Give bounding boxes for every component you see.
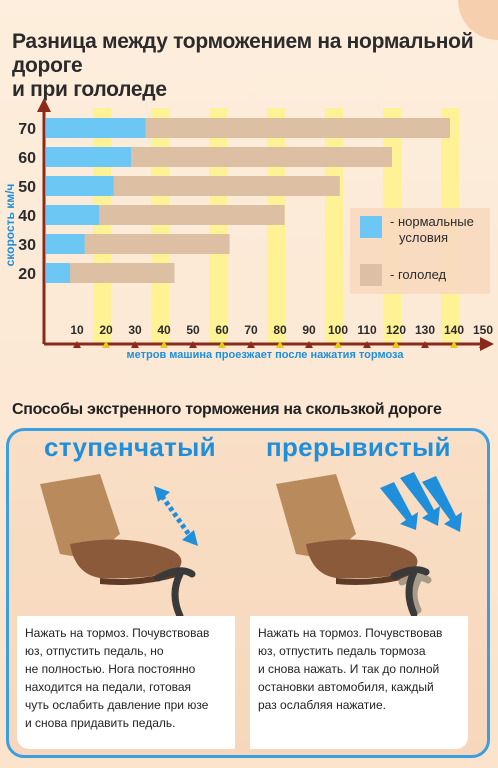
description-line: чуть ослабить давление при юзе xyxy=(25,698,209,712)
x-tick-marker xyxy=(305,341,313,348)
bar-ice xyxy=(46,205,285,225)
x-tick-marker xyxy=(479,341,487,348)
bar-normal xyxy=(46,205,100,225)
double-arrow-icon xyxy=(154,486,198,546)
grid-stripe xyxy=(151,108,169,344)
x-tick-label: 10 xyxy=(70,323,84,337)
x-axis-label: метров машина проезжает после нажатия то… xyxy=(127,349,405,361)
intermittent-braking-illustration xyxy=(276,472,462,618)
x-tick-label: 30 xyxy=(128,323,142,337)
legend-label-normal-cont: условия xyxy=(399,230,448,245)
brake-pedal-ghost xyxy=(398,573,432,614)
x-tick-label: 90 xyxy=(302,323,316,337)
method-title-intermittent: прерывистый xyxy=(266,432,451,462)
description-line: остановки автомобиля, каждый xyxy=(258,680,434,694)
x-tick-label: 140 xyxy=(444,323,464,337)
description-line: юз, отпустить педаль, но xyxy=(25,644,164,658)
description-line: Нажать на тормоз. Почувствовав xyxy=(258,626,443,640)
x-tick-label: 40 xyxy=(157,323,171,337)
method-description-intermittent: Нажать на тормоз. Почувствовав юз, отпус… xyxy=(250,616,468,749)
boot-sole xyxy=(336,570,416,585)
grid-stripe xyxy=(209,108,227,344)
y-axis-arrow xyxy=(37,98,51,112)
bar-ice xyxy=(46,176,340,196)
leg-pants xyxy=(40,474,120,559)
legend-label-ice: - гололед xyxy=(390,267,447,282)
bar-ice xyxy=(46,147,392,167)
leg-pants xyxy=(276,474,356,559)
bar-ice xyxy=(46,263,175,283)
method-title-stepwise: ступенчатый xyxy=(44,432,216,462)
boot xyxy=(70,539,182,579)
x-tick-marker xyxy=(218,341,226,348)
bar-ice xyxy=(46,234,230,254)
x-tick-label: 130 xyxy=(415,323,435,337)
x-tick-label: 120 xyxy=(386,323,406,337)
description-line: юз, отпустить педаль тормоза xyxy=(258,644,426,658)
description-line: Нажать на тормоз. Почувствовав xyxy=(25,626,210,640)
x-tick-label: 80 xyxy=(273,323,287,337)
bar-normal xyxy=(46,176,114,196)
bar-normal xyxy=(46,118,146,138)
x-tick-label: 50 xyxy=(186,323,200,337)
brake-pedal xyxy=(390,566,430,618)
description-line: находится на педали, готовая xyxy=(25,680,192,694)
x-tick-marker xyxy=(247,341,255,348)
description-line: раз ослабляя нажатие. xyxy=(258,698,387,712)
y-axis-label: скорость км/ч xyxy=(3,184,17,267)
x-tick-marker xyxy=(363,341,371,348)
method-description-stepwise: Нажать на тормоз. Почувствовав юз, отпус… xyxy=(17,616,235,749)
description-line: и снова придавить педаль. xyxy=(25,716,176,730)
legend-swatch-normal xyxy=(360,216,382,238)
boot xyxy=(306,539,418,579)
grid-stripe xyxy=(267,108,285,344)
x-tick-label: 60 xyxy=(215,323,229,337)
y-tick-label: 50 xyxy=(18,179,36,196)
x-tick-marker xyxy=(392,341,400,348)
y-tick-label: 20 xyxy=(18,266,36,283)
x-tick-label: 20 xyxy=(99,323,113,337)
x-tick-marker xyxy=(334,341,342,348)
x-tick-marker xyxy=(73,341,81,348)
x-tick-marker xyxy=(276,341,284,348)
grid-stripe xyxy=(93,108,111,344)
bar-ice xyxy=(46,118,450,138)
page-title: Разница между торможением на нормальной … xyxy=(12,30,492,102)
stepwise-braking-illustration xyxy=(40,474,198,618)
y-tick-label: 30 xyxy=(18,237,36,254)
x-tick-label: 110 xyxy=(357,323,377,337)
legend-label-normal: - нормальные xyxy=(390,214,474,229)
description-line: и снова нажать. И так до полной xyxy=(258,662,440,676)
x-tick-marker xyxy=(189,341,197,348)
brake-pedal xyxy=(154,567,196,618)
x-tick-marker xyxy=(131,341,139,348)
down-arrows-icon xyxy=(380,472,462,532)
bar-normal xyxy=(46,263,71,283)
braking-distance-chart: 70 60 50 40 30 20 10 20 30 40 50 60 70 80 90 100 110 120 1… xyxy=(3,98,494,361)
section-title: Способы экстренного торможения на скольз… xyxy=(12,401,442,418)
bar-normal xyxy=(46,234,85,254)
title-line-2: и при гололеде xyxy=(12,78,167,101)
description-line: не полностью. Нога постоянно xyxy=(25,662,196,676)
title-line-1: Разница между торможением на нормальной … xyxy=(12,30,474,77)
x-tick-marker xyxy=(160,341,168,348)
x-tick-label: 70 xyxy=(244,323,258,337)
y-tick-label: 60 xyxy=(18,150,36,167)
grid-stripe xyxy=(325,108,343,344)
legend-swatch-ice xyxy=(360,264,382,286)
x-tick-marker xyxy=(450,341,458,348)
boot-sole xyxy=(100,570,180,585)
x-tick-marker xyxy=(102,341,110,348)
x-tick-marker xyxy=(421,341,429,348)
y-tick-label: 70 xyxy=(18,121,36,138)
x-tick-label: 100 xyxy=(328,323,348,337)
x-tick-label: 150 xyxy=(473,323,493,337)
bar-normal xyxy=(46,147,131,167)
y-tick-label: 40 xyxy=(18,208,36,225)
